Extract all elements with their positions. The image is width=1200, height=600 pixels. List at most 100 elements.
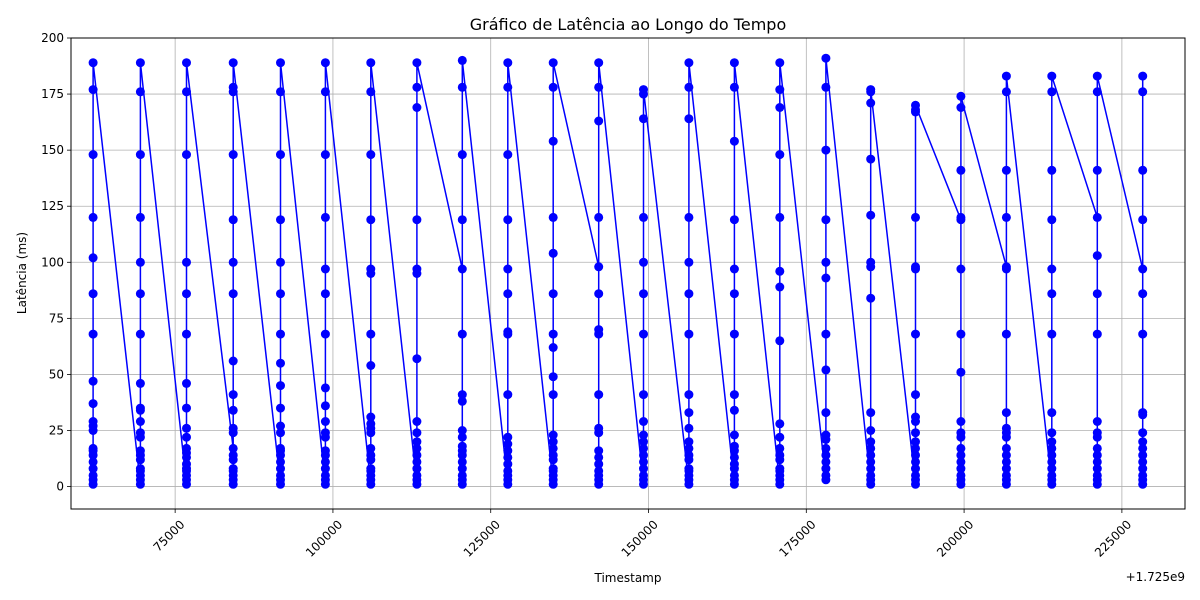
data-point: [1138, 428, 1148, 438]
data-point: [866, 426, 876, 435]
data-point: [866, 450, 876, 460]
data-point: [366, 87, 376, 97]
data-point: [503, 390, 513, 400]
data-point: [956, 103, 966, 112]
data-point: [366, 450, 376, 460]
data-point: [228, 215, 238, 225]
data-point: [1138, 450, 1148, 460]
data-point: [1092, 470, 1102, 480]
data-point: [1001, 165, 1011, 175]
data-point: [911, 212, 920, 222]
data-point: [320, 464, 330, 474]
data-point: [503, 466, 513, 476]
data-point: [1092, 329, 1102, 339]
data-point: [594, 116, 604, 126]
data-point: [729, 441, 739, 451]
data-point: [457, 432, 467, 442]
data-point: [956, 457, 966, 467]
data-point: [412, 58, 422, 68]
data-point: [457, 470, 467, 480]
data-point: [182, 378, 191, 388]
data-point: [366, 150, 376, 160]
data-point: [775, 419, 785, 429]
data-point: [729, 430, 739, 440]
data-point: [775, 443, 785, 453]
data-point: [276, 150, 285, 160]
data-point: [135, 150, 145, 160]
data-point: [320, 383, 330, 393]
data-point: [1001, 443, 1011, 453]
data-point: [412, 437, 422, 447]
data-point: [548, 289, 558, 299]
data-point: [729, 215, 739, 225]
data-point: [1138, 408, 1148, 418]
data-point: [457, 464, 467, 474]
data-point: [182, 423, 191, 433]
data-point: [639, 430, 648, 440]
data-point: [1138, 457, 1148, 467]
data-point: [503, 264, 513, 274]
data-point: [775, 58, 785, 68]
data-point: [135, 464, 145, 474]
data-point: [320, 58, 330, 68]
data-point: [1138, 165, 1148, 175]
data-point: [866, 210, 876, 220]
data-point: [366, 58, 376, 68]
data-point: [276, 381, 285, 391]
data-point: [320, 212, 330, 222]
data-point: [911, 428, 920, 438]
data-point: [684, 58, 694, 68]
data-point: [956, 329, 966, 339]
data-point: [88, 212, 98, 222]
data-point: [228, 450, 238, 460]
data-point: [594, 262, 604, 272]
data-point: [1001, 212, 1011, 222]
data-point: [729, 405, 739, 415]
data-point: [276, 58, 285, 68]
y-tick-label: 100: [41, 255, 64, 269]
data-point: [639, 470, 648, 480]
data-point: [548, 437, 558, 447]
data-point: [684, 82, 694, 92]
data-point: [1138, 437, 1148, 447]
data-point: [956, 367, 966, 377]
data-point: [821, 443, 831, 453]
data-point: [1001, 87, 1011, 97]
data-point: [594, 325, 604, 335]
data-point: [594, 212, 604, 222]
data-point: [412, 428, 422, 438]
data-point: [503, 150, 513, 160]
data-point: [135, 58, 145, 68]
data-point: [88, 443, 98, 453]
data-point: [88, 470, 98, 480]
data-point: [228, 150, 238, 160]
data-point: [911, 412, 920, 422]
data-point: [821, 457, 831, 467]
data-point: [548, 248, 558, 258]
data-point: [276, 289, 285, 299]
data-point: [366, 361, 376, 370]
data-point: [684, 114, 694, 124]
data-point: [228, 82, 238, 92]
data-point: [412, 417, 422, 426]
data-point: [729, 264, 739, 274]
data-point: [1092, 289, 1102, 299]
data-point: [775, 432, 785, 442]
y-tick-label: 175: [41, 87, 64, 101]
data-point: [821, 273, 831, 283]
data-point: [821, 53, 831, 63]
data-point: [775, 266, 785, 276]
data-point: [228, 58, 238, 68]
data-point: [1001, 464, 1011, 474]
data-point: [911, 470, 920, 480]
data-point: [366, 464, 376, 474]
data-point: [684, 390, 694, 400]
data-point: [503, 446, 513, 456]
data-point: [1047, 443, 1057, 453]
data-point: [639, 85, 648, 95]
data-point: [1138, 443, 1148, 453]
data-point: [1092, 212, 1102, 222]
data-point: [320, 446, 330, 456]
data-point: [457, 82, 467, 92]
data-point: [135, 446, 145, 456]
